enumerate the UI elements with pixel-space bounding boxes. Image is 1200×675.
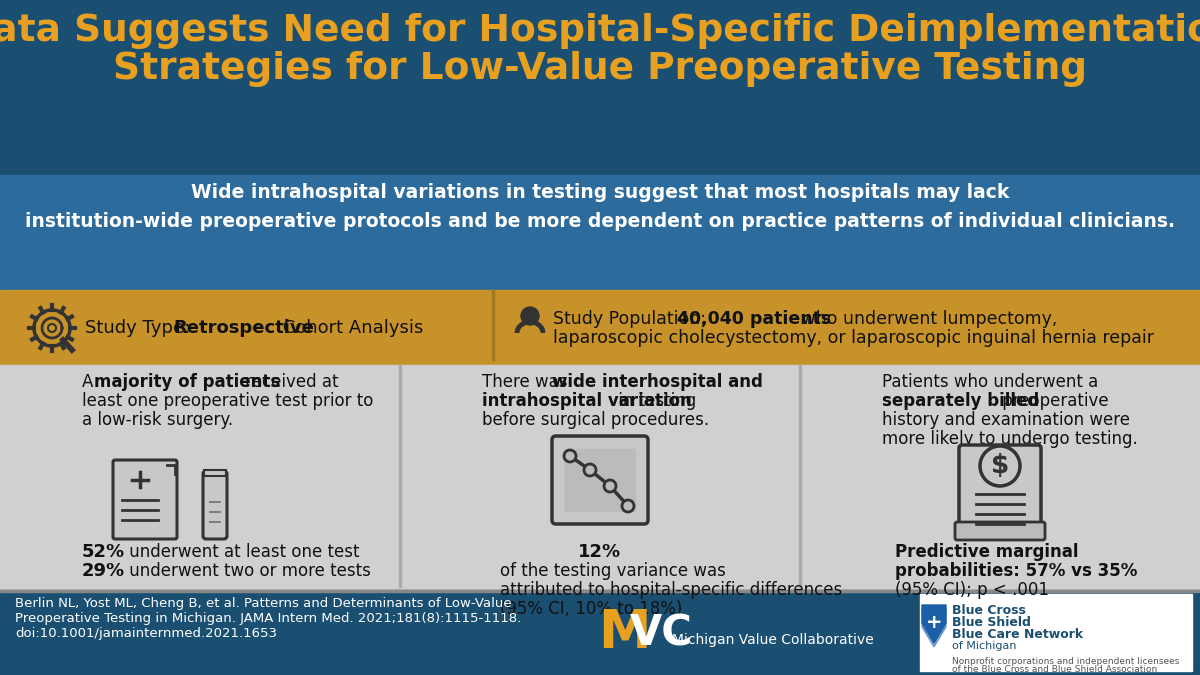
Text: majority of patients: majority of patients [94,373,281,391]
Text: $: $ [991,453,1009,479]
Text: of the Blue Cross and Blue Shield Association: of the Blue Cross and Blue Shield Associ… [952,664,1157,674]
Text: of the testing variance was: of the testing variance was [500,562,726,580]
Text: Data Suggests Need for Hospital-Specific Deimplementation: Data Suggests Need for Hospital-Specific… [0,13,1200,49]
Circle shape [564,450,576,462]
Polygon shape [922,605,946,643]
Text: of Michigan: of Michigan [952,641,1016,651]
FancyBboxPatch shape [113,460,178,539]
Bar [0,590,1200,592]
Bar [565,449,635,511]
Circle shape [604,480,616,492]
Text: 12%: 12% [578,543,622,561]
Text: Blue Care Network: Blue Care Network [952,628,1084,641]
Text: a low-risk surgery.: a low-risk surgery. [82,411,233,429]
Text: VC: VC [630,612,692,654]
Bar [0,365,1200,590]
Text: Study Population:: Study Population: [553,310,712,328]
Polygon shape [922,609,946,647]
Bar [0,290,1200,365]
Circle shape [980,446,1020,486]
Text: There was: There was [482,373,572,391]
Text: underwent two or more tests: underwent two or more tests [124,562,371,580]
Text: Strategies for Low-Value Preoperative Testing: Strategies for Low-Value Preoperative Te… [113,51,1087,87]
Text: underwent at least one test: underwent at least one test [124,543,360,561]
FancyBboxPatch shape [959,445,1042,533]
Circle shape [622,500,634,512]
Text: Predictive marginal: Predictive marginal [895,543,1079,561]
Text: Berlin NL, Yost ML, Cheng B, et al. Patterns and Determinants of Low-Value
Preop: Berlin NL, Yost ML, Cheng B, et al. Patt… [14,597,521,640]
FancyBboxPatch shape [552,436,648,524]
Bar [204,470,226,476]
Bar [920,594,1192,671]
Text: Blue Cross: Blue Cross [952,603,1026,616]
Text: (95% CI, 10% to 18%): (95% CI, 10% to 18%) [500,600,683,618]
Text: institution-wide preoperative protocols and be more dependent on practice patter: institution-wide preoperative protocols … [25,212,1175,231]
Text: Study Type:: Study Type: [85,319,196,337]
FancyBboxPatch shape [955,522,1045,540]
Text: Blue Shield: Blue Shield [952,616,1031,628]
Circle shape [584,464,596,476]
Bar [799,365,802,587]
Bar [492,290,494,360]
Text: 29%: 29% [82,562,125,580]
Text: 52%: 52% [82,543,125,561]
Text: Michigan Value Collaborative: Michigan Value Collaborative [672,633,874,647]
Text: before surgical procedures.: before surgical procedures. [482,411,709,429]
Text: (95% CI); p < .001: (95% CI); p < .001 [895,581,1049,599]
Text: 40,040 patients: 40,040 patients [677,310,832,328]
Text: least one preoperative test prior to: least one preoperative test prior to [82,392,373,410]
Bar [0,590,1200,675]
Text: Wide intrahospital variations in testing suggest that most hospitals may lack: Wide intrahospital variations in testing… [191,183,1009,202]
Text: intrahospital variation: intrahospital variation [482,392,691,410]
Text: separately billed: separately billed [882,392,1039,410]
Text: A: A [82,373,98,391]
Text: history and examination were: history and examination were [882,411,1130,429]
Text: Nonprofit corporations and independent licensees: Nonprofit corporations and independent l… [952,657,1180,666]
Text: received at: received at [240,373,338,391]
Text: Cohort Analysis: Cohort Analysis [277,319,424,337]
Text: Patients who underwent a: Patients who underwent a [882,373,1098,391]
Text: more likely to undergo testing.: more likely to undergo testing. [882,430,1138,448]
Text: M: M [598,607,650,659]
Text: wide interhospital and: wide interhospital and [552,373,763,391]
Text: preoperative: preoperative [997,392,1109,410]
Bar [0,0,1200,175]
FancyBboxPatch shape [203,471,227,539]
Circle shape [521,307,539,325]
Text: +: + [925,614,942,632]
Bar [398,365,401,587]
Text: probabilities: 57% vs 35%: probabilities: 57% vs 35% [895,562,1138,580]
Bar [0,175,1200,290]
Text: who underwent lumpectomy,: who underwent lumpectomy, [796,310,1057,328]
Text: Retrospective: Retrospective [173,319,314,337]
Text: laparoscopic cholecystectomy, or laparoscopic inguinal hernia repair: laparoscopic cholecystectomy, or laparos… [553,329,1154,347]
Text: in testing: in testing [613,392,696,410]
Text: attributed to hospital-specific differences: attributed to hospital-specific differen… [500,581,842,599]
